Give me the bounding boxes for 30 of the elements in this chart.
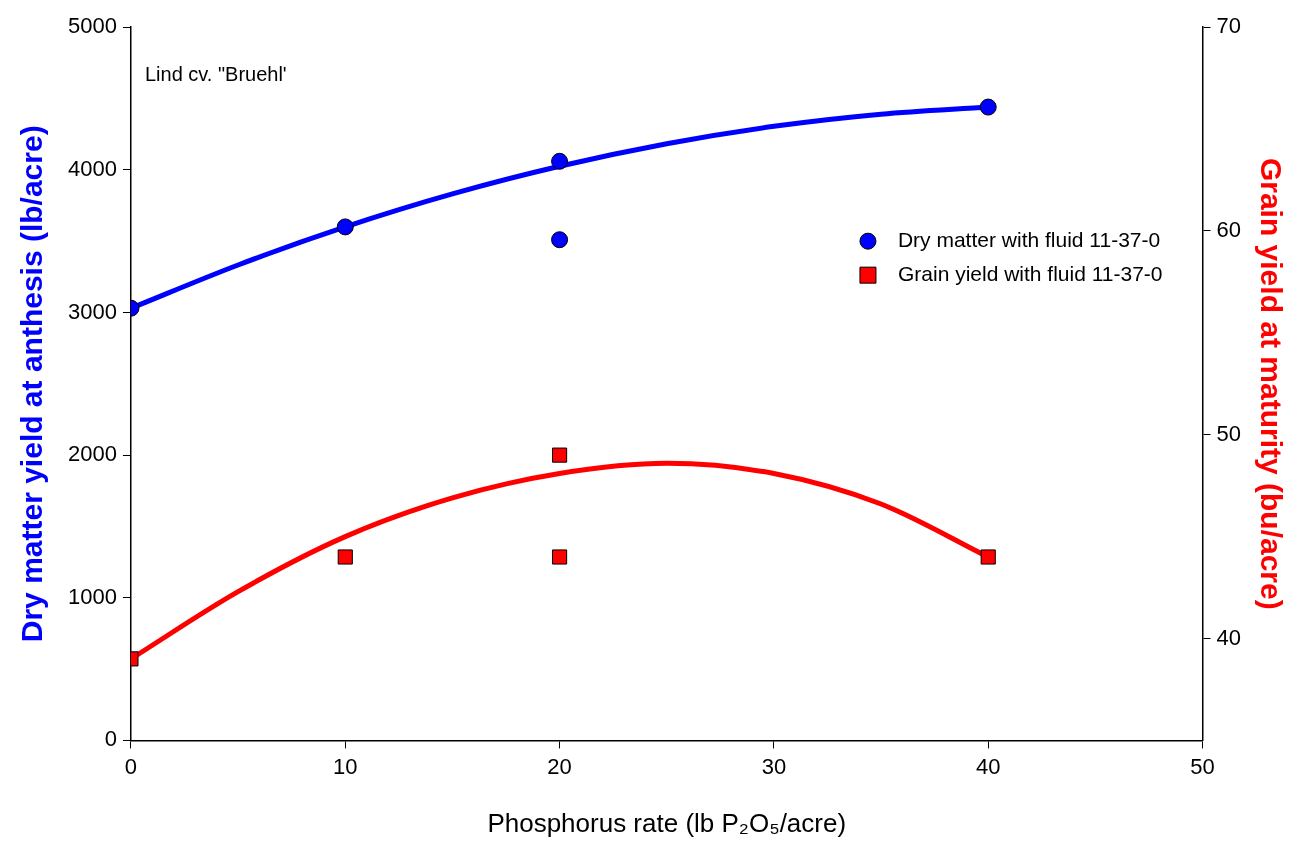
- y-tick-label: 3000: [67, 298, 117, 324]
- y2-tick-label: 40: [1216, 624, 1242, 650]
- legend-label: Dry matter with fluid 11-37-0: [897, 227, 1161, 251]
- x-tick-label: 40: [975, 753, 1001, 779]
- point: [552, 549, 568, 565]
- y-axis-title: Dry matter yield at anthesis (lb/acre): [15, 125, 49, 643]
- point: [336, 218, 354, 236]
- y-tick-label: 1000: [67, 583, 117, 609]
- y-tick-label: 2000: [67, 441, 117, 467]
- y-tick-label: 0: [104, 726, 117, 752]
- y2-tick-label: 60: [1216, 217, 1242, 243]
- x-tick-label: 50: [1190, 753, 1215, 779]
- point: [979, 98, 997, 116]
- point: [337, 549, 353, 565]
- y-tick-label: 5000: [67, 13, 117, 39]
- x-axis-title: Phosphorus rate (lb P₂O₅/acre): [487, 807, 847, 838]
- y-tick-label: 4000: [67, 155, 117, 181]
- x-tick-label: 20: [547, 753, 572, 779]
- x-tick-label: 30: [761, 753, 787, 779]
- y2-axis-title: Grain yield at maturity (bu/acre): [1254, 157, 1288, 610]
- y2-tick-label: 70: [1216, 13, 1242, 39]
- point: [980, 549, 996, 565]
- point: [551, 152, 569, 170]
- legend-label: Grain yield with fluid 11-37-0: [897, 261, 1163, 285]
- annotation: Lind cv. "Bruehl': [144, 62, 287, 85]
- point: [552, 447, 568, 463]
- y2-tick-label: 50: [1216, 420, 1242, 446]
- x-tick-label: 0: [124, 753, 138, 779]
- point: [551, 231, 569, 249]
- x-tick-label: 10: [333, 753, 358, 779]
